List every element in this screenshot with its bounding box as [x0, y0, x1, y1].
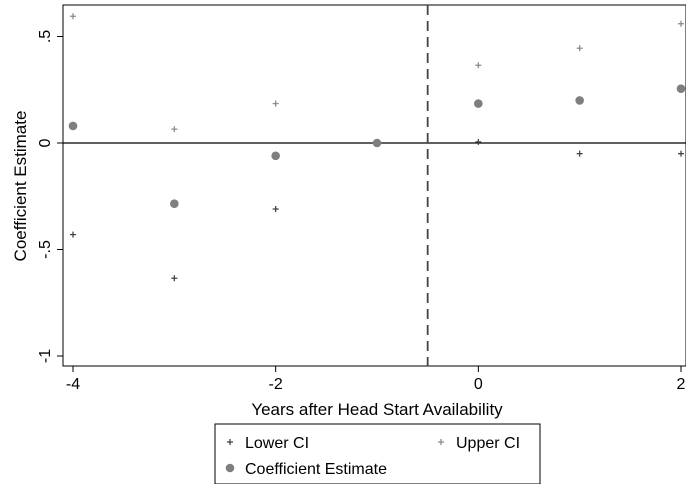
- coefficient-estimate-point: [68, 121, 78, 131]
- lower-ci-point: [171, 275, 178, 282]
- data-marks: [68, 13, 686, 282]
- coefficient-estimate-point: [271, 151, 280, 161]
- x-tick-label: 2: [677, 376, 686, 393]
- lower-ci-point: [475, 138, 482, 145]
- lower-ci-point: [678, 150, 684, 157]
- coefficient-estimate-point: [676, 84, 686, 93]
- x-tick-label: -4: [66, 376, 80, 393]
- legend-box: [214, 423, 541, 484]
- upper-ci-point: [576, 45, 583, 52]
- coefficient-estimate-point: [474, 99, 483, 108]
- plot-area: [62, 4, 686, 367]
- lower-ci-point: [576, 150, 583, 157]
- upper-ci-point: [475, 62, 482, 69]
- lower-ci-point: [272, 206, 279, 213]
- legend-label: Lower CI: [245, 435, 309, 452]
- x-axis-label: Years after Head Start Availability: [251, 400, 503, 419]
- legend-label: Coefficient Estimate: [245, 461, 387, 478]
- coefficient-estimate-point: [170, 199, 179, 209]
- plot-frame: [62, 4, 686, 367]
- y-tick-label: .5: [37, 30, 54, 43]
- x-tick-label: 0: [474, 376, 483, 393]
- coefficient-estimate-point: [372, 138, 382, 148]
- legend-label: Upper CI: [456, 435, 520, 452]
- y-tick-label: 0: [37, 138, 54, 147]
- axes: -4 -2 0 2 -1 -.5 0 .5: [37, 30, 686, 393]
- x-tick-label: -2: [269, 376, 283, 393]
- upper-ci-point: [678, 20, 684, 27]
- lower-ci-point: [70, 231, 76, 238]
- legend-marker: [225, 463, 235, 473]
- legend: Lower CI Upper CI Coefficient Estimate: [214, 423, 541, 484]
- y-tick-label: -1: [37, 349, 54, 363]
- y-axis-label: Coefficient Estimate: [11, 111, 30, 262]
- upper-ci-point: [171, 126, 178, 133]
- coefficient-estimate-point: [575, 96, 584, 105]
- upper-ci-point: [272, 100, 279, 107]
- y-tick-label: -.5: [37, 240, 54, 259]
- legend-marker: [438, 439, 444, 445]
- legend-marker: [227, 439, 233, 445]
- upper-ci-point: [70, 13, 76, 20]
